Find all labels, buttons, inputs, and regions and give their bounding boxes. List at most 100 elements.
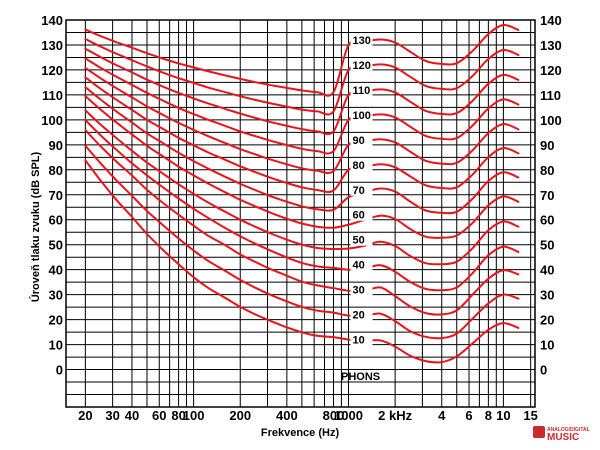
curve-70-phon [84, 86, 520, 215]
y-tick-label-left: 60 [49, 213, 63, 228]
x-tick-label: 4 [438, 408, 446, 423]
phon-label-bg [350, 159, 373, 171]
curve-40-phon [84, 119, 520, 292]
phon-label: 70 [352, 185, 364, 197]
curve-130-phon [84, 23, 520, 97]
x-tick-label: 60 [152, 408, 166, 423]
plot-frame [65, 19, 536, 408]
y-tick-label-left: 0 [56, 363, 63, 378]
y-tick-label-right: 30 [540, 288, 554, 303]
y-tick-label-right: 90 [540, 138, 554, 153]
logo-line-1: ANALOG/DIGITAL [547, 427, 590, 433]
phon-label: 110 [352, 85, 370, 97]
x-tick-label: 30 [105, 408, 119, 423]
phon-label: 40 [352, 260, 364, 272]
phon-label-bg [350, 59, 373, 71]
curve-110-phon [84, 47, 520, 136]
x-axis-title: Frekvence (Hz) [261, 427, 340, 439]
phon-label: 10 [352, 335, 364, 347]
x-tick-label: 10 [496, 408, 510, 423]
curve-10-phon [84, 159, 520, 364]
y-tick-label-right: 80 [540, 163, 554, 178]
phon-label: 100 [352, 110, 370, 122]
phon-label: 130 [352, 35, 370, 47]
y-tick-label-left: 130 [41, 38, 63, 53]
phon-label: 60 [352, 210, 364, 222]
x-tick-label: 2 kHz [378, 408, 412, 423]
phon-label: 50 [352, 235, 364, 247]
y-tick-label-left: 30 [49, 288, 63, 303]
y-tick-label-right: 70 [540, 188, 554, 203]
curve-100-phon [84, 57, 520, 155]
y-tick-label-left: 140 [41, 13, 63, 28]
phon-label-bg [350, 234, 373, 246]
y-tick-label-left: 50 [49, 238, 63, 253]
brand-logo: ANALOG/DIGITAL MUSIC [533, 426, 590, 443]
y-tick-labels-left: 0 10 20 30 40 50 60 70 80 90 100 110 120 130 140 [41, 13, 63, 378]
logo-mark-icon [533, 426, 545, 438]
curve-50-phon [84, 109, 520, 266]
y-tick-label-right: 10 [540, 338, 554, 353]
y-tick-label-left: 20 [49, 313, 63, 328]
phon-label-bg [350, 284, 373, 296]
y-tick-label-right: 130 [540, 38, 562, 53]
phon-label-bg [350, 109, 373, 121]
phon-labels: 10 20 30 40 50 60 70 80 90 100 110 120 130 [350, 34, 373, 347]
x-tick-label: 20 [78, 408, 92, 423]
y-tick-label-right: 40 [540, 263, 554, 278]
y-tick-label-right: 20 [540, 313, 554, 328]
y-tick-label-right: 60 [540, 213, 554, 228]
y-tick-label-right: 0 [540, 363, 547, 378]
curves [84, 23, 520, 364]
phon-label-bg [350, 134, 373, 146]
y-tick-label-left: 90 [49, 138, 63, 153]
curve-120-phon [84, 38, 520, 116]
phon-label-bg [350, 259, 373, 271]
phon-label-bg [350, 334, 373, 346]
y-tick-label-left: 100 [41, 113, 63, 128]
x-tick-label: 6 [465, 408, 472, 423]
x-tick-label: 80 [171, 408, 185, 423]
phon-label: 120 [352, 60, 370, 72]
logo-line-2: MUSIC [547, 432, 579, 443]
y-tick-label-left: 110 [42, 88, 63, 103]
phon-label-bg [350, 209, 373, 221]
curve-60-phon [84, 95, 520, 239]
y-axis-title: Úroveň tlaku zvuku (dB SPL) [29, 151, 42, 302]
x-tick-label: 200 [229, 408, 251, 423]
y-tick-label-left: 70 [49, 188, 63, 203]
x-tick-label: 8 [485, 408, 492, 423]
x-tick-label: 1000 [334, 408, 363, 423]
phon-label-bg [350, 34, 373, 46]
curve-20-phon [84, 144, 520, 340]
y-tick-label-left: 120 [41, 63, 63, 78]
y-tick-label-right: 100 [540, 113, 562, 128]
y-tick-labels-right: 0 10 20 30 40 50 60 70 80 90 100 110 120 130 140 [540, 13, 562, 378]
x-tick-label: 40 [125, 408, 139, 423]
phon-label: 80 [352, 160, 364, 172]
phon-label-bg [350, 184, 373, 196]
x-tick-label: 400 [276, 408, 298, 423]
x-tick-label: 800 [323, 408, 345, 423]
y-tick-label-right: 120 [540, 63, 562, 78]
phon-label-bg [350, 84, 373, 96]
phon-label: 90 [352, 135, 364, 147]
y-tick-label-right: 50 [540, 238, 554, 253]
curve-80-phon [84, 76, 520, 193]
phon-label: 20 [352, 310, 364, 322]
y-tick-label-left: 10 [49, 338, 63, 353]
curve-90-phon [84, 66, 520, 175]
x-tick-label: 100 [183, 408, 205, 423]
y-tick-label-left: 80 [49, 163, 63, 178]
y-tick-label-right: 140 [540, 13, 562, 28]
phon-label: 30 [352, 285, 364, 297]
y-tick-label-left: 40 [49, 263, 63, 278]
x-tick-label: 15 [523, 408, 537, 423]
y-tick-label-right: 110 [540, 88, 561, 103]
curve-30-phon [84, 129, 520, 316]
phon-label-bg [350, 309, 373, 321]
phons-label: PHONS [341, 371, 380, 383]
